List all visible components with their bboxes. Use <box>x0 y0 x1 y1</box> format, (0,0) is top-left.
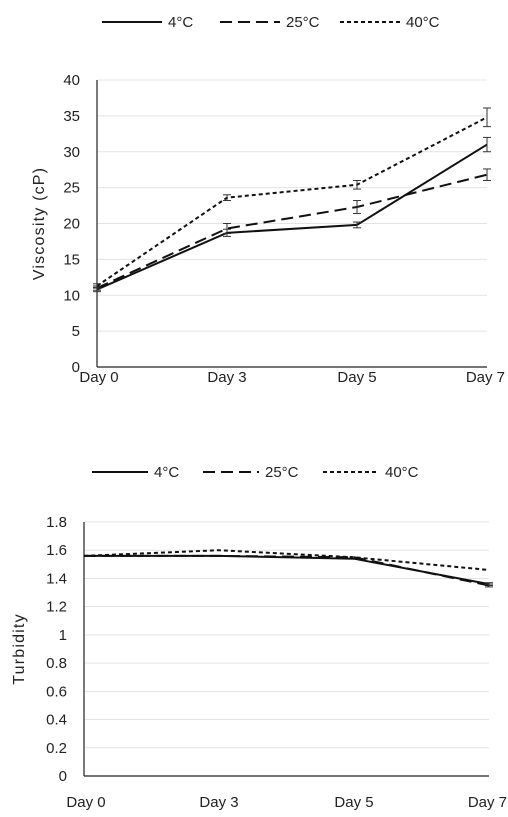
y-tick-label: 40 <box>63 72 80 89</box>
legend-label: 4°C <box>154 464 179 481</box>
y-tick-label: 0 <box>59 768 67 785</box>
y-tick-label: 5 <box>72 323 80 340</box>
y-tick-label: 20 <box>63 216 80 233</box>
y-tick-label: 1.6 <box>46 542 67 559</box>
y-tick-label: 1.4 <box>46 570 67 587</box>
x-tick-label: Day 5 <box>334 794 373 811</box>
y-tick-label: 0.4 <box>46 712 67 729</box>
y-tick-label: 35 <box>63 108 80 125</box>
y-tick-label: 0.6 <box>46 683 67 700</box>
y-tick-label: 10 <box>63 287 80 304</box>
x-tick-label: Day 3 <box>199 794 238 811</box>
x-tick-label: Day 3 <box>207 369 246 386</box>
series-line <box>83 549 490 571</box>
y-tick-label: 1.8 <box>46 514 67 531</box>
y-tick-label: 0 <box>72 359 80 376</box>
turbidity-chart: 0 0.2 0.4 0.6 0.8 1 1.2 1.4 1.6 1.8 Day 0 Day 3 Day … <box>11 464 507 811</box>
x-tick-label: Day 5 <box>337 369 376 386</box>
series-line <box>96 173 488 289</box>
x-tick-label: Day 7 <box>466 369 505 386</box>
y-axis-title: Viscosity (cP) <box>31 167 48 280</box>
viscosity-chart: 0 5 10 15 20 25 30 35 40 Day 0 Day 3 Day 5 Day 7 Visc… <box>31 14 505 386</box>
y-tick-label: 25 <box>63 180 80 197</box>
y-tick-label: 15 <box>63 251 80 268</box>
x-tick-label: Day 0 <box>66 794 105 811</box>
y-tick-label: 30 <box>63 144 80 161</box>
x-tick-label: Day 0 <box>79 369 118 386</box>
legend-label: 4°C <box>168 14 193 31</box>
series-line <box>96 116 488 287</box>
x-tick-label: Day 7 <box>468 794 507 811</box>
y-tick-label: 0.2 <box>46 740 67 757</box>
y-tick-label: 1 <box>59 627 67 644</box>
legend-label: 25°C <box>286 14 320 31</box>
legend-label: 40°C <box>385 464 419 481</box>
y-tick-label: 0.8 <box>46 655 67 672</box>
legend-label: 40°C <box>406 14 440 31</box>
series-line <box>84 554 490 587</box>
series-line <box>96 143 488 291</box>
series-line <box>84 554 490 586</box>
y-axis-title: Turbidity <box>11 613 28 685</box>
legend-label: 25°C <box>265 464 299 481</box>
y-tick-label: 1.2 <box>46 599 67 616</box>
